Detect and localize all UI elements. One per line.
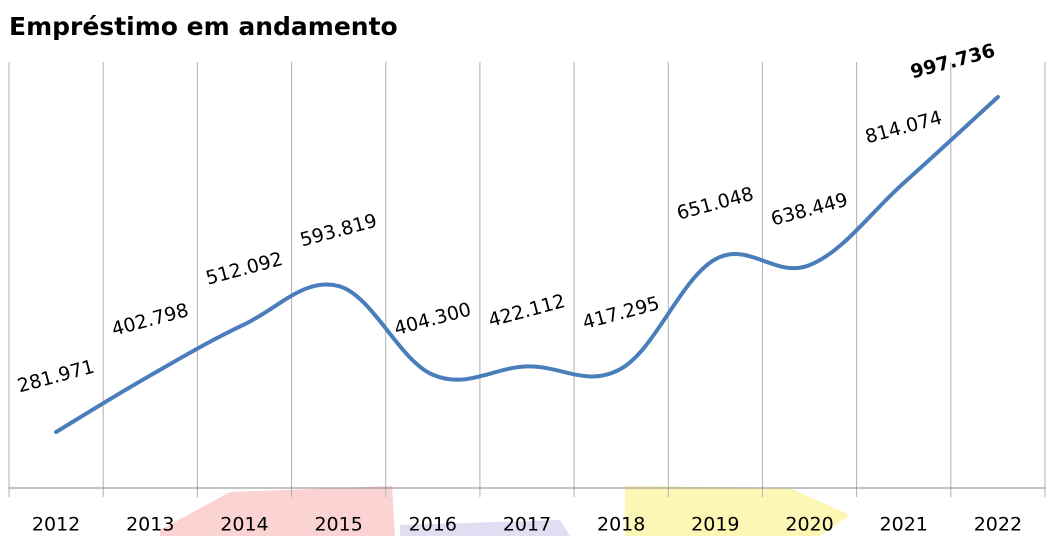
x-tick-label: 2019 [691, 514, 739, 536]
line [54, 95, 1000, 434]
x-tick-label: 2012 [32, 514, 80, 536]
decoration [400, 520, 570, 536]
x-tick-label: 2020 [785, 514, 833, 536]
data-label: 404.300 [392, 298, 474, 340]
x-tick-label: 2018 [597, 514, 645, 536]
data-label: 997.736 [908, 40, 997, 84]
decoration [625, 486, 850, 536]
x-tick-label: 2015 [314, 514, 362, 536]
data-label: 814.074 [863, 107, 945, 149]
data-label: 402.798 [109, 299, 191, 341]
data-label: 281.971 [15, 356, 97, 398]
x-tick-label: 2013 [126, 514, 174, 536]
chart-title: Empréstimo em andamento [9, 12, 398, 41]
decoration [160, 486, 395, 536]
x-tick-label: 2017 [503, 514, 551, 536]
data-label: 512.092 [204, 248, 286, 290]
x-tick-label: 2014 [220, 514, 268, 536]
data-label: 593.819 [298, 210, 380, 252]
data-label: 651.048 [674, 183, 756, 225]
x-tick-label: 2016 [409, 514, 457, 536]
data-label: 417.295 [580, 292, 662, 334]
data-label: 422.112 [486, 290, 568, 332]
x-tick-label: 2022 [974, 514, 1022, 536]
x-tick-label: 2021 [880, 514, 928, 536]
data-label: 638.449 [769, 189, 851, 231]
